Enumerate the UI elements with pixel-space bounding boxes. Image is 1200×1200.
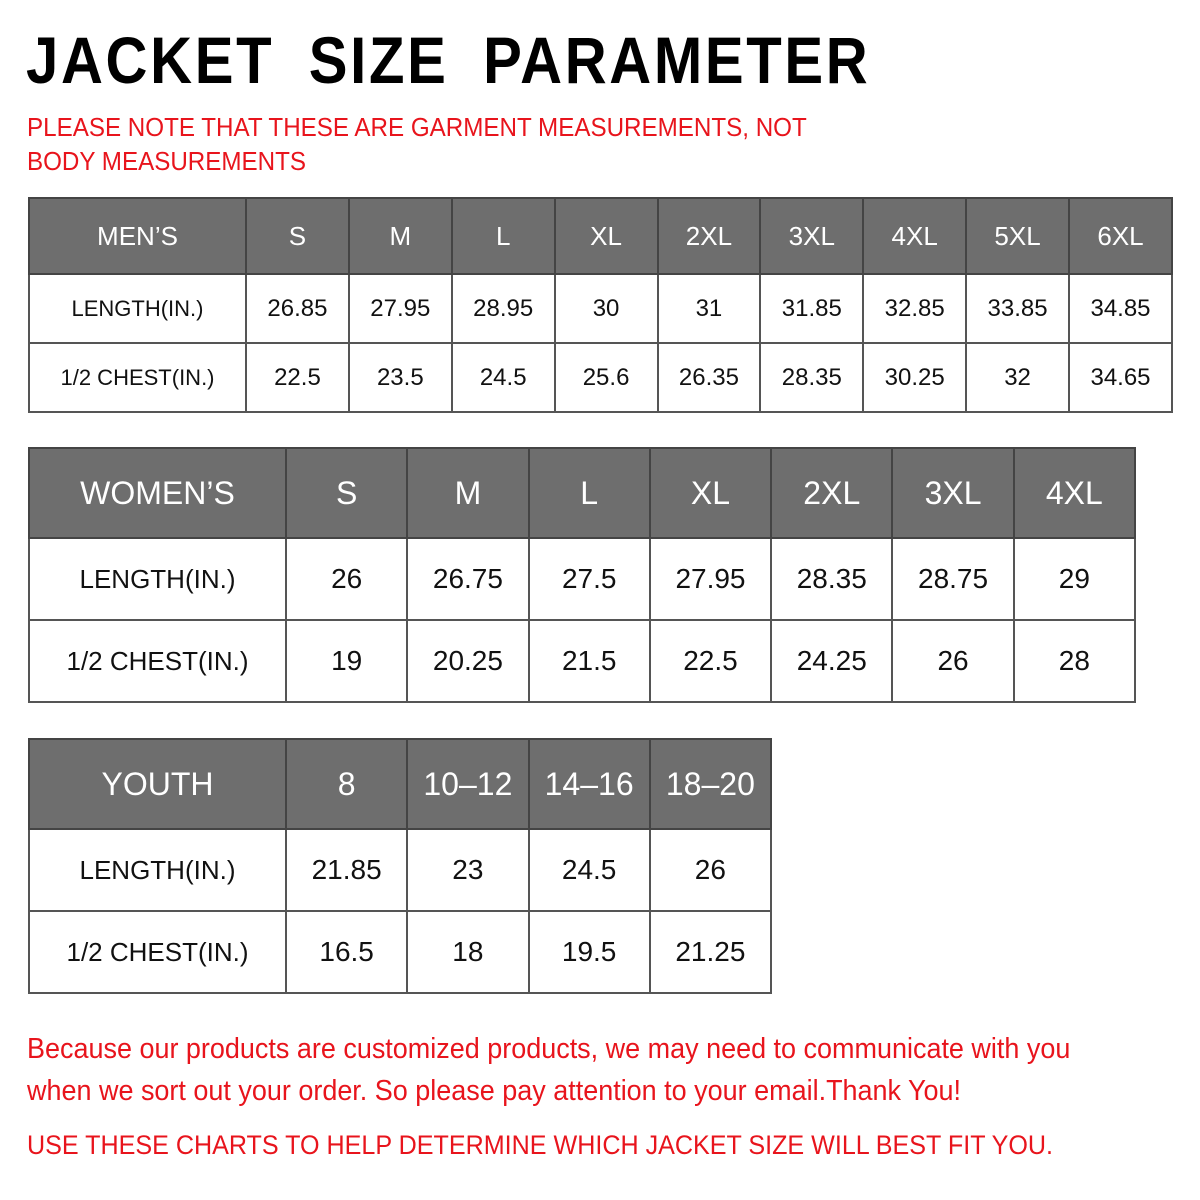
size-header: 4XL <box>1012 447 1137 539</box>
size-header: M <box>406 447 530 539</box>
measurement-cell: 28.75 <box>891 537 1015 621</box>
measurement-cell: 25.6 <box>553 342 659 413</box>
size-header: M <box>347 197 453 275</box>
youth-size-table: YOUTH 8 10–12 14–16 18–20 LENGTH(IN.) 21.85 23 2… <box>28 738 773 994</box>
measurement-cell: 27.5 <box>527 537 651 621</box>
measurement-cell: 20.25 <box>406 619 530 703</box>
row-label: LENGTH(IN.) <box>28 828 287 912</box>
measurement-cell: 22.5 <box>245 342 350 413</box>
measurement-cell: 23 <box>406 828 530 912</box>
measurement-cell: 27.95 <box>648 537 773 621</box>
measurement-cell: 21.85 <box>284 828 409 912</box>
page-title: JACKET SIZE PARAMETER <box>26 23 871 97</box>
category-header: YOUTH <box>28 738 287 830</box>
measurement-cell: 29 <box>1012 537 1137 621</box>
size-header: 8 <box>284 738 409 830</box>
table-row: 1/2 CHEST(IN.) 16.5 18 19.5 21.25 <box>28 910 773 994</box>
measurement-note: PLEASE NOTE THAT THESE ARE GARMENT MEASU… <box>27 112 807 176</box>
size-header: S <box>284 447 409 539</box>
measurement-cell: 31 <box>656 273 762 344</box>
category-header: MEN’S <box>28 197 247 275</box>
row-label: 1/2 CHEST(IN.) <box>28 342 247 413</box>
measurement-cell: 27.95 <box>347 273 453 344</box>
measurement-cell: 34.65 <box>1068 342 1173 413</box>
table-row: 1/2 CHEST(IN.) 22.5 23.5 24.5 25.6 26.35 28.35… <box>28 342 1173 413</box>
measurement-cell: 30.25 <box>862 342 968 413</box>
size-header: L <box>450 197 556 275</box>
measurement-cell: 26.85 <box>245 273 350 344</box>
measurement-cell: 26 <box>648 828 773 912</box>
header-row: YOUTH 8 10–12 14–16 18–20 <box>28 738 773 830</box>
size-header: 6XL <box>1068 197 1173 275</box>
header-row: MEN’S S M L XL 2XL 3XL 4XL 5XL 6XL <box>28 197 1173 275</box>
size-header: 5XL <box>965 197 1070 275</box>
measurement-cell: 28.35 <box>770 537 894 621</box>
category-header: WOMEN’S <box>28 447 287 539</box>
size-header: XL <box>648 447 773 539</box>
measurement-cell: 26.35 <box>656 342 762 413</box>
measurement-cell: 34.85 <box>1068 273 1173 344</box>
size-header: L <box>527 447 651 539</box>
measurement-cell: 33.85 <box>965 273 1070 344</box>
measurement-cell: 16.5 <box>284 910 409 994</box>
measurement-cell: 32 <box>965 342 1070 413</box>
row-label: 1/2 CHEST(IN.) <box>28 910 287 994</box>
table-row: LENGTH(IN.) 26.85 27.95 28.95 30 31 31.85 32.85… <box>28 273 1173 344</box>
size-header: 2XL <box>656 197 762 275</box>
row-label: 1/2 CHEST(IN.) <box>28 619 287 703</box>
measurement-cell: 31.85 <box>759 273 865 344</box>
measurement-cell: 26.75 <box>406 537 530 621</box>
row-label: LENGTH(IN.) <box>28 537 287 621</box>
size-header: 10–12 <box>406 738 530 830</box>
size-header: 3XL <box>891 447 1015 539</box>
measurement-cell: 28.35 <box>759 342 865 413</box>
size-header: 2XL <box>770 447 894 539</box>
table-row: 1/2 CHEST(IN.) 19 20.25 21.5 22.5 24.25 26 28 <box>28 619 1137 703</box>
measurement-cell: 30 <box>553 273 659 344</box>
measurement-cell: 19 <box>284 619 409 703</box>
measurement-cell: 24.25 <box>770 619 894 703</box>
size-header: XL <box>553 197 659 275</box>
table-row: LENGTH(IN.) 26 26.75 27.5 27.95 28.35 28.75 29 <box>28 537 1137 621</box>
measurement-cell: 24.5 <box>527 828 651 912</box>
size-advice: USE THESE CHARTS TO HELP DETERMINE WHICH… <box>27 1130 1054 1160</box>
header-row: WOMEN’S S M L XL 2XL 3XL 4XL <box>28 447 1137 539</box>
size-header: 14–16 <box>527 738 651 830</box>
measurement-cell: 26 <box>891 619 1015 703</box>
measurement-cell: 22.5 <box>648 619 773 703</box>
womens-size-table: WOMEN’S S M L XL 2XL 3XL 4XL LENGTH(IN.) 26 26.75 2… <box>28 447 1137 703</box>
size-header: 3XL <box>759 197 865 275</box>
measurement-cell: 28 <box>1012 619 1137 703</box>
size-header: 18–20 <box>648 738 773 830</box>
measurement-cell: 18 <box>406 910 530 994</box>
table-row: LENGTH(IN.) 21.85 23 24.5 26 <box>28 828 773 912</box>
mens-size-table: MEN’S S M L XL 2XL 3XL 4XL 5XL 6XL LENGTH(IN.) 26.8… <box>28 197 1173 413</box>
measurement-cell: 26 <box>284 537 409 621</box>
measurement-cell: 21.5 <box>527 619 651 703</box>
measurement-cell: 28.95 <box>450 273 556 344</box>
measurement-cell: 23.5 <box>347 342 453 413</box>
measurement-cell: 24.5 <box>450 342 556 413</box>
measurement-cell: 32.85 <box>862 273 968 344</box>
measurement-cell: 19.5 <box>527 910 651 994</box>
measurement-cell: 21.25 <box>648 910 773 994</box>
size-header: S <box>245 197 350 275</box>
customization-message: Because our products are customized prod… <box>27 1033 1071 1107</box>
size-header: 4XL <box>862 197 968 275</box>
row-label: LENGTH(IN.) <box>28 273 247 344</box>
